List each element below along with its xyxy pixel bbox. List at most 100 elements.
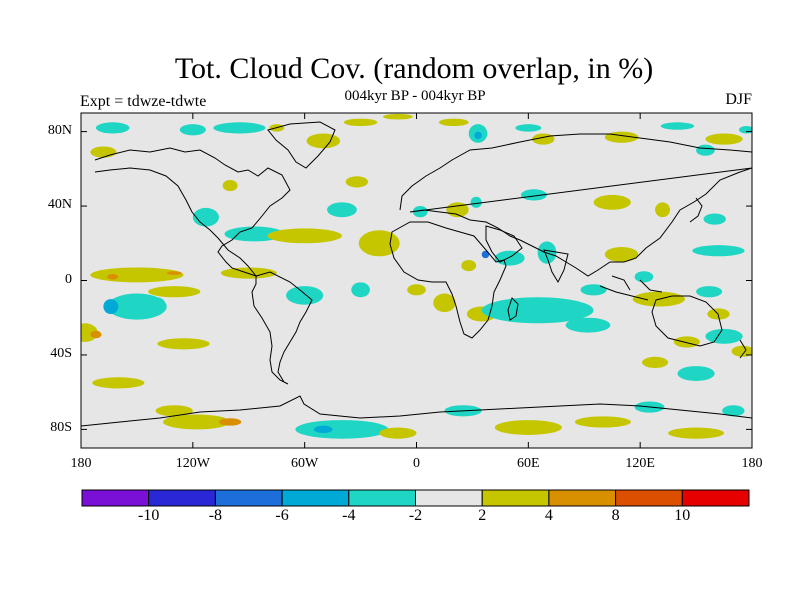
coast-new-zealand <box>739 339 747 359</box>
colorbar-label: -10 <box>138 507 160 524</box>
anomaly-patch <box>382 113 413 120</box>
anomaly-patch <box>163 414 231 430</box>
coast-australia <box>651 295 723 347</box>
anomaly-patch <box>642 356 669 368</box>
anomaly-patch <box>438 118 469 127</box>
anomaly-patch <box>107 273 119 280</box>
lat-tick-label: 40S <box>50 345 72 361</box>
anomaly-patch <box>313 425 333 434</box>
anomaly-patch <box>157 338 210 350</box>
lat-tick-label: 80N <box>47 122 72 138</box>
lat-tick-label: 0 <box>65 271 72 287</box>
anomaly-patch <box>306 133 341 149</box>
anomaly-patch <box>343 118 378 127</box>
colorbar <box>81 489 750 507</box>
anomaly-patch <box>92 377 145 389</box>
coast-india <box>543 249 569 284</box>
experiment-label: Expt = tdwze-tdwte <box>80 93 207 110</box>
colorbar-label: 4 <box>544 507 553 524</box>
coast-indonesia <box>599 275 663 301</box>
anomaly-patch <box>95 122 130 134</box>
colorbar-label: -2 <box>408 507 423 524</box>
colorbar-swatch <box>348 489 416 507</box>
anomaly-patch <box>146 297 165 309</box>
anomaly-patch <box>148 286 201 298</box>
map-background <box>81 113 752 448</box>
lon-tick-label: 60E <box>517 456 540 471</box>
lon-tick-label: 180 <box>70 456 92 471</box>
figure-title: Tot. Cloud Cov. (random overlap, in %) <box>174 52 654 85</box>
anomaly-patch <box>461 260 477 272</box>
colorbar-swatch <box>281 489 350 507</box>
colorbar-label: -8 <box>208 507 223 524</box>
anomaly-patch <box>345 176 369 188</box>
anomaly-patch <box>286 286 324 305</box>
map-ticks <box>80 113 753 448</box>
coast-greenland <box>267 121 336 169</box>
anomaly-patch <box>731 345 752 357</box>
lat-tick-label: 40N <box>47 197 72 213</box>
anomaly-patch <box>222 180 238 192</box>
anomaly-patch <box>412 206 428 218</box>
anomaly-patch <box>155 405 193 417</box>
anomaly-patch <box>218 418 242 426</box>
anomaly-patch <box>379 427 417 439</box>
colorbar-swatch <box>214 489 283 507</box>
anomaly-patch <box>103 299 119 314</box>
anomaly-patch <box>634 271 654 283</box>
colorbar-label: -4 <box>342 507 356 524</box>
anomaly-patch <box>673 336 700 348</box>
colorbar-swatch <box>81 489 150 507</box>
anomaly-patch <box>407 284 426 296</box>
colorbar-swatch <box>615 489 683 507</box>
colorbar-swatch <box>481 489 550 507</box>
lon-tick-label: 120W <box>175 456 210 471</box>
anomaly-patch <box>655 202 670 218</box>
colorbar-swatch <box>415 489 483 507</box>
anomaly-patch <box>604 247 639 262</box>
coast-japan <box>689 197 703 223</box>
anomaly-patch <box>474 131 482 140</box>
anomaly-patch <box>358 230 400 257</box>
anomaly-patch <box>90 330 102 339</box>
anomaly-patch <box>705 328 743 344</box>
map-panel <box>80 112 753 449</box>
anomaly-patch <box>593 194 631 210</box>
coast-north-america <box>94 147 291 278</box>
colorbar-swatch <box>148 489 216 507</box>
coast-south-america <box>251 271 313 385</box>
anomaly-patch <box>703 213 726 225</box>
coastlines <box>81 121 752 427</box>
anomaly-patch <box>179 124 206 136</box>
anomaly-patch <box>520 189 547 201</box>
anomaly-patch <box>351 282 370 298</box>
anomaly-patch <box>90 146 117 158</box>
anomaly-patch <box>494 420 562 435</box>
colorbar-swatch <box>548 489 617 507</box>
anomaly-patch <box>213 122 266 134</box>
anomaly-patch <box>295 420 389 439</box>
colorbar-swatch <box>681 489 750 507</box>
colorbar-label: 2 <box>478 507 487 524</box>
colorbar-label: -6 <box>275 507 289 524</box>
anomaly-patch <box>580 284 607 296</box>
figure-subtitle: 004kyr BP - 004kyr BP <box>344 88 486 104</box>
coast-madagascar <box>507 297 519 321</box>
anomaly-patch <box>433 293 456 313</box>
lon-tick-label: 120E <box>625 456 655 471</box>
anomaly-patch <box>470 196 482 208</box>
lon-tick-label: 60W <box>291 456 319 471</box>
anomaly-patch <box>668 427 725 439</box>
anomaly-patch <box>705 133 743 145</box>
lat-tick-label: 80S <box>50 420 72 436</box>
coast-eurasia <box>399 133 752 277</box>
lon-tick-label: 0 <box>413 456 420 471</box>
coast-arabia <box>485 225 523 263</box>
anomaly-patch <box>565 317 611 333</box>
coast-antarctica <box>81 395 752 427</box>
anomaly-patch <box>90 267 184 283</box>
coast-africa <box>389 221 507 339</box>
anomaly-patch <box>574 416 631 428</box>
season-label: DJF <box>725 91 752 108</box>
anomaly-patch <box>494 250 525 266</box>
